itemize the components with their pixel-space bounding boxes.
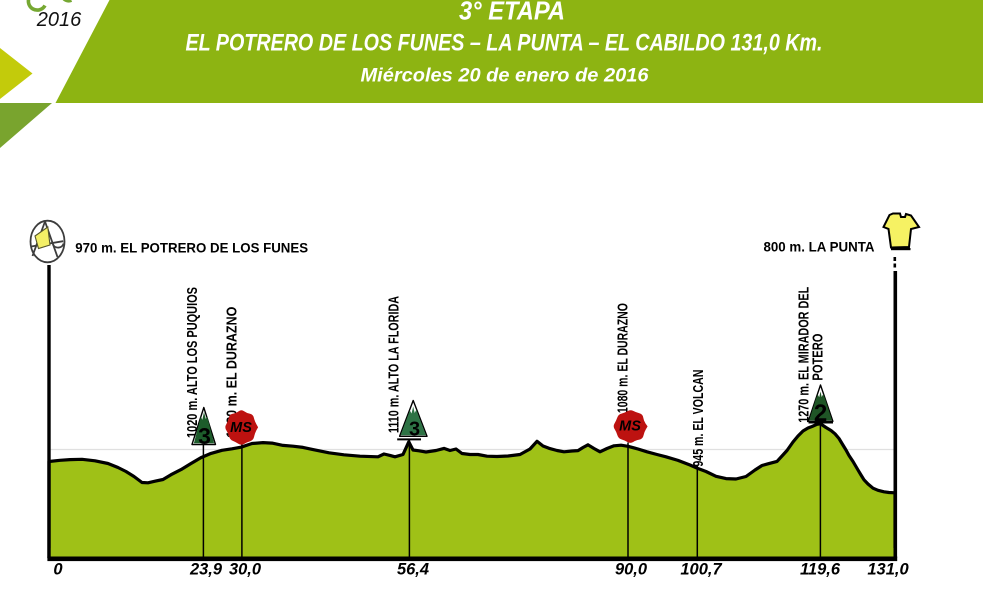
svg-text:970 m. EL POTRERO DE LOS FUNES: 970 m. EL POTRERO DE LOS FUNES bbox=[75, 240, 308, 256]
svg-text:EL POTRERO DE LOS FUNES – LA P: EL POTRERO DE LOS FUNES – LA PUNTA – EL … bbox=[186, 30, 823, 57]
svg-text:56,4: 56,4 bbox=[397, 561, 429, 579]
svg-text:0: 0 bbox=[53, 561, 63, 579]
svg-text:1110 m. ALTO LA FLORIDA: 1110 m. ALTO LA FLORIDA bbox=[386, 296, 403, 433]
svg-text:945 m. EL VOLCAN: 945 m. EL VOLCAN bbox=[690, 370, 707, 467]
svg-text:3° ETAPA: 3° ETAPA bbox=[459, 0, 565, 26]
svg-text:23,9: 23,9 bbox=[189, 561, 223, 579]
svg-text:30,0: 30,0 bbox=[229, 561, 262, 579]
svg-text:90,0: 90,0 bbox=[615, 561, 648, 579]
svg-text:POTERO: POTERO bbox=[809, 333, 826, 380]
svg-text:1270 m. EL MIRADOR DEL: 1270 m. EL MIRADOR DEL bbox=[796, 287, 813, 423]
svg-text:Miércoles 20 de enero de 2016: Miércoles 20 de enero de 2016 bbox=[361, 66, 649, 87]
svg-text:119,6: 119,6 bbox=[800, 561, 841, 579]
svg-text:131,0: 131,0 bbox=[867, 561, 909, 579]
svg-text:800 m. LA PUNTA: 800 m. LA PUNTA bbox=[764, 239, 875, 255]
svg-text:1020 m. ALTO LOS PUQUIOS: 1020 m. ALTO LOS PUQUIOS bbox=[184, 287, 201, 438]
svg-text:3: 3 bbox=[198, 423, 211, 449]
svg-text:2016: 2016 bbox=[36, 9, 82, 31]
svg-text:1080 m. EL DURAZNO: 1080 m. EL DURAZNO bbox=[615, 303, 632, 413]
svg-text:1080 m. EL DURAZNO: 1080 m. EL DURAZNO bbox=[223, 306, 240, 437]
svg-text:100,7: 100,7 bbox=[680, 561, 722, 579]
svg-text:3: 3 bbox=[409, 418, 420, 440]
svg-text:2: 2 bbox=[814, 400, 827, 427]
svg-text:MS: MS bbox=[619, 419, 641, 435]
svg-text:MS: MS bbox=[230, 420, 252, 436]
